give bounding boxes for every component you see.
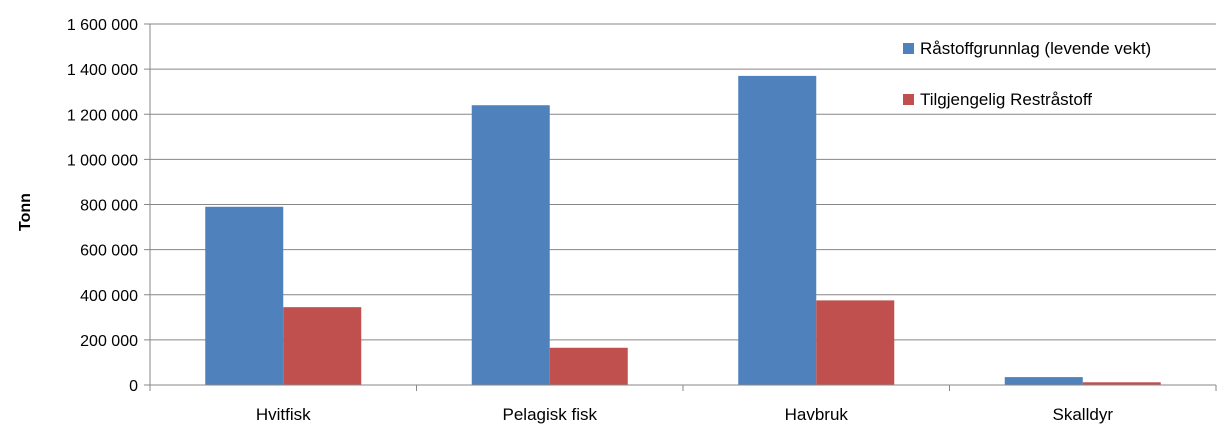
y-tick-label: 0	[129, 378, 138, 395]
y-tick-label: 1 200 000	[67, 107, 138, 124]
legend-label: Tilgjengelig Restråstoff	[920, 90, 1092, 109]
x-tick-label: Pelagisk fisk	[503, 405, 598, 424]
bar-raastoff	[738, 75, 817, 386]
y-tick-labels: 0 200 000 400 000 600 000 800 000 1 000 000 1 …	[67, 17, 138, 395]
y-tick-label: 1 000 000	[67, 152, 138, 169]
bar-restraastoff	[549, 347, 628, 385]
x-tick-label: Skalldyr	[1053, 405, 1114, 424]
y-axis-label: Tonn	[17, 193, 34, 231]
y-tick-label: 1 400 000	[67, 62, 138, 79]
legend-label: Råstoffgrunnlag (levende vekt)	[920, 39, 1151, 58]
legend-swatch	[903, 94, 914, 105]
bar-restraastoff	[816, 300, 895, 385]
y-tick-label: 600 000	[80, 243, 138, 260]
axes	[149, 24, 1217, 391]
legend: Råstoffgrunnlag (levende vekt) Tilgjengel…	[903, 39, 1151, 109]
y-tick-label: 400 000	[80, 288, 138, 305]
bar-raastoff	[205, 206, 284, 385]
x-tick-label: Hvitfisk	[256, 405, 311, 424]
bars-group	[205, 75, 1161, 386]
bar-restraastoff	[283, 307, 362, 385]
x-tick-label: Havbruk	[785, 405, 849, 424]
y-tick-label: 200 000	[80, 333, 138, 350]
y-tick-label: 1 600 000	[67, 17, 138, 34]
bar-raastoff	[1004, 377, 1083, 385]
x-tick-labels: Hvitfisk Pelagisk fisk Havbruk Skalldyr	[256, 405, 1113, 424]
bar-restraastoff	[1082, 382, 1161, 385]
y-tick-label: 800 000	[80, 198, 138, 215]
bar-raastoff	[471, 105, 550, 385]
legend-swatch	[903, 43, 914, 54]
